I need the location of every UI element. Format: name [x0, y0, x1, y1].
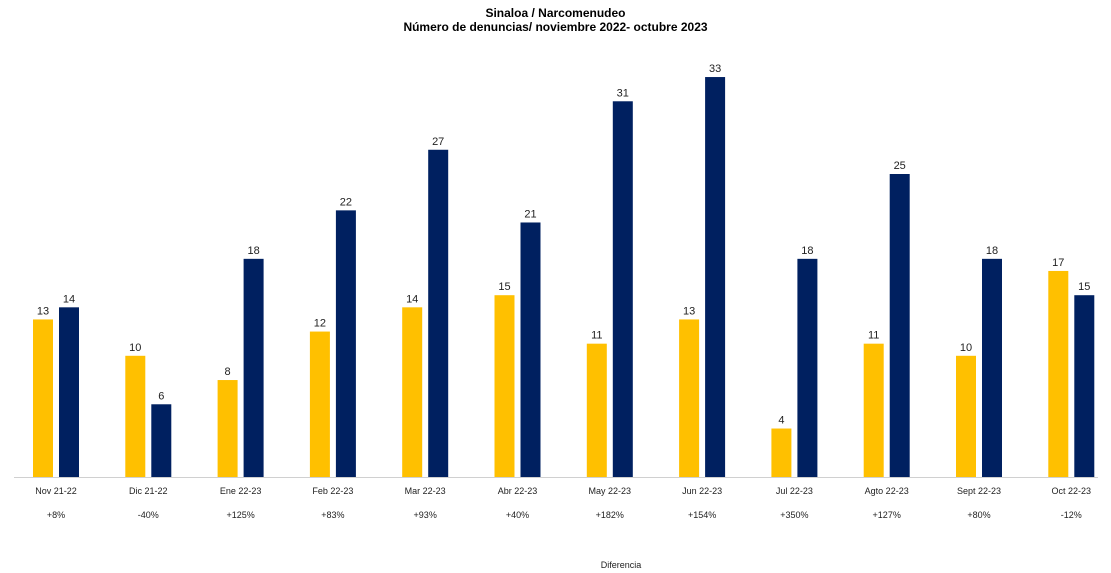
data-label-series1-9: 11: [868, 330, 879, 342]
bar-series2-4: [428, 149, 449, 477]
bar-series1-11: [1048, 270, 1069, 477]
bar-series2-9: [889, 174, 910, 477]
category-label-7: Jun 22-23: [682, 486, 722, 496]
bar-series2-2: [243, 258, 264, 477]
x-axis-label: Diferencia: [601, 560, 642, 570]
difference-label-9: +127%: [873, 510, 901, 520]
category-label-4: Mar 22-23: [405, 486, 446, 496]
bar-series1-0: [33, 319, 53, 477]
difference-label-6: +182%: [596, 510, 624, 520]
data-label-series1-11: 17: [1052, 257, 1064, 269]
bar-series2-6: [612, 101, 633, 477]
category-label-10: Sept 22-23: [957, 486, 1001, 496]
bar-series2-3: [335, 210, 356, 478]
difference-label-4: +93%: [414, 510, 437, 520]
bar-series1-10: [956, 355, 976, 477]
category-label-11: Oct 22-23: [1052, 486, 1092, 496]
bar-series1-7: [679, 319, 700, 477]
data-label-series2-10: 18: [986, 245, 998, 257]
category-label-1: Dic 21-22: [129, 486, 168, 496]
data-label-series1-6: 11: [591, 330, 602, 342]
bar-series2-0: [59, 307, 79, 477]
data-label-series2-11: 15: [1078, 281, 1090, 293]
data-label-series2-0: 14: [63, 293, 75, 305]
data-label-series1-8: 4: [778, 415, 784, 427]
bar-series2-7: [705, 77, 726, 477]
data-label-series2-1: 6: [158, 390, 164, 402]
data-label-series1-2: 8: [225, 366, 231, 378]
bar-series1-3: [309, 331, 330, 477]
category-label-2: Ene 22-23: [220, 486, 262, 496]
category-label-5: Abr 22-23: [498, 486, 538, 496]
data-label-series2-7: 33: [709, 63, 721, 75]
data-label-series2-4: 27: [432, 136, 444, 148]
data-label-series1-7: 13: [683, 305, 695, 317]
category-label-0: Nov 21-22: [35, 486, 77, 496]
data-label-series2-5: 21: [524, 208, 536, 220]
difference-label-8: +350%: [780, 510, 808, 520]
bar-series2-11: [1074, 295, 1095, 477]
difference-label-11: -12%: [1061, 510, 1082, 520]
data-label-series1-5: 15: [498, 281, 510, 293]
category-label-6: May 22-23: [589, 486, 632, 496]
data-label-series1-10: 10: [960, 342, 972, 354]
bar-series1-5: [494, 295, 515, 477]
bar-series2-8: [797, 258, 818, 477]
data-label-series2-8: 18: [801, 245, 813, 257]
category-label-3: Feb 22-23: [312, 486, 353, 496]
difference-label-1: -40%: [138, 510, 159, 520]
difference-label-2: +125%: [226, 510, 254, 520]
data-label-series2-3: 22: [340, 196, 352, 208]
category-label-9: Agto 22-23: [865, 486, 909, 496]
difference-label-5: +40%: [506, 510, 529, 520]
difference-label-7: +154%: [688, 510, 716, 520]
bar-series1-2: [217, 380, 238, 477]
bar-series1-8: [771, 428, 792, 477]
bar-series1-1: [125, 355, 146, 477]
data-label-series2-9: 25: [894, 160, 906, 172]
data-label-series1-4: 14: [406, 293, 418, 305]
category-label-8: Jul 22-23: [776, 486, 813, 496]
difference-label-3: +83%: [321, 510, 344, 520]
difference-label-10: +80%: [967, 510, 990, 520]
bar-series1-6: [586, 343, 607, 477]
bar-series1-9: [863, 343, 884, 477]
data-label-series1-1: 10: [129, 342, 141, 354]
chart-subtitle: Número de denuncias/ noviembre 2022- oct…: [403, 20, 708, 34]
chart-title: Sinaloa / Narcomenudeo: [485, 6, 626, 20]
bar-series2-1: [151, 404, 172, 477]
data-label-series1-0: 13: [37, 305, 49, 317]
bar-series1-4: [402, 307, 423, 477]
data-label-series2-2: 18: [247, 245, 259, 257]
difference-label-0: +8%: [47, 510, 65, 520]
data-label-series1-3: 12: [314, 318, 326, 330]
bar-series2-5: [520, 222, 541, 477]
data-label-series2-6: 31: [617, 87, 629, 99]
bar-series2-10: [982, 258, 1002, 477]
